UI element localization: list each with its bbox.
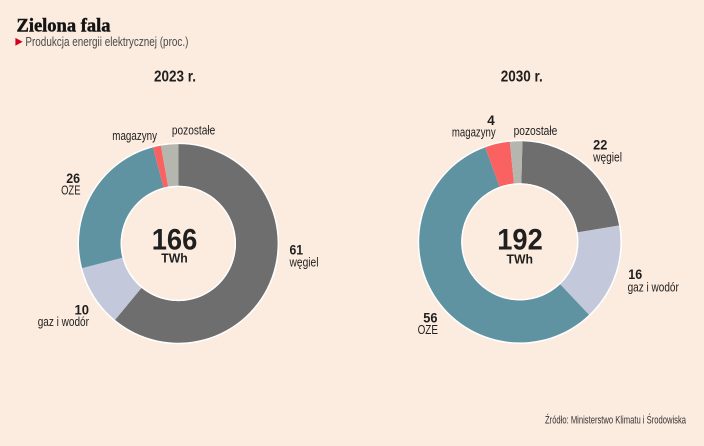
svg-text:61: 61 xyxy=(290,242,304,258)
svg-text:22: 22 xyxy=(593,136,607,152)
svg-text:2030 r.: 2030 r. xyxy=(501,69,543,86)
svg-text:gaz i wodór: gaz i wodór xyxy=(628,281,679,295)
svg-text:TWh: TWh xyxy=(161,251,188,266)
svg-text:OZE: OZE xyxy=(418,323,438,337)
svg-text:Produkcja energii elektrycznej: Produkcja energii elektrycznej (proc.) xyxy=(25,34,188,49)
svg-text:16: 16 xyxy=(628,266,642,282)
svg-text:4: 4 xyxy=(487,112,495,128)
svg-text:pozostałe: pozostałe xyxy=(514,124,558,138)
svg-text:magazyny: magazyny xyxy=(452,125,496,139)
svg-text:TWh: TWh xyxy=(507,251,534,266)
svg-text:10: 10 xyxy=(75,301,90,317)
svg-text:192: 192 xyxy=(497,224,543,257)
svg-text:56: 56 xyxy=(423,310,437,326)
svg-text:2023 r.: 2023 r. xyxy=(154,69,196,86)
svg-text:magazyny: magazyny xyxy=(112,129,157,143)
svg-text:węgiel: węgiel xyxy=(289,255,319,269)
svg-text:Źródło: Ministerstwo Klimatu i: Źródło: Ministerstwo Klimatu i Środowisk… xyxy=(545,413,687,426)
svg-text:Zielona fala: Zielona fala xyxy=(17,15,111,36)
svg-text:26: 26 xyxy=(66,170,80,186)
svg-text:166: 166 xyxy=(152,223,198,256)
svg-text:pozostałe: pozostałe xyxy=(172,124,215,138)
svg-text:węgiel: węgiel xyxy=(592,150,622,164)
svg-text:gaz i wodór: gaz i wodór xyxy=(38,315,89,329)
svg-text:OZE: OZE xyxy=(61,184,80,198)
